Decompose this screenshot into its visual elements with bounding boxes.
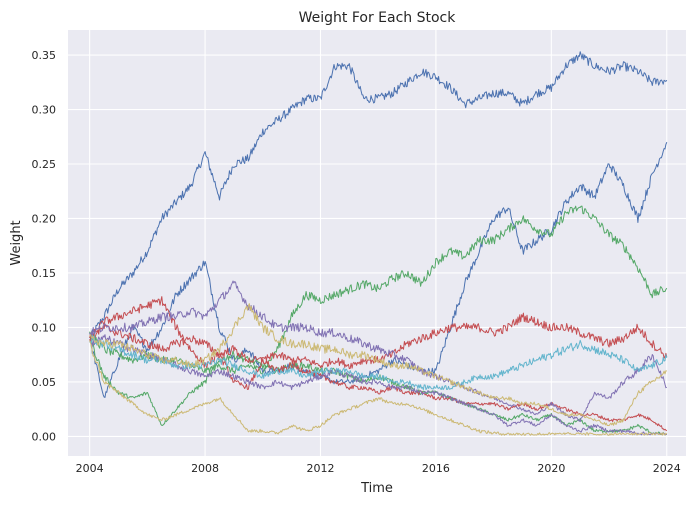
series-line-6 [89,324,668,432]
y-tick-label: 0.10 [32,321,57,334]
y-tick-label: 0.30 [32,104,57,117]
grid [68,30,686,456]
y-tick-label: 0.00 [32,430,57,443]
y-tick-label: 0.05 [32,376,57,389]
series-line-1 [89,51,668,340]
series-lines [89,51,668,436]
x-tick-label: 2004 [76,462,104,475]
y-tick-label: 0.15 [32,267,57,280]
y-tick-label: 0.25 [32,158,57,171]
y-tick-label: 0.20 [32,212,57,225]
x-tick-label: 2012 [306,462,334,475]
series-line-9 [89,334,668,391]
series-line-8 [89,334,668,436]
series-line-10 [89,303,667,427]
x-tick-label: 2008 [191,462,219,475]
x-axis-title: Time [360,481,393,496]
x-tick-label: 2024 [653,462,681,475]
y-tick-label: 0.35 [32,49,57,62]
series-line-11 [89,340,668,436]
chart-title: Weight For Each Stock [299,10,457,26]
x-tick-label: 2020 [537,462,565,475]
ticks: 2004 2008 2012 2016 2020 2024 0.00 0.05 0.10 0.15… [32,49,681,475]
x-tick-label: 2016 [422,462,450,475]
series-line-7 [89,280,667,423]
plot-area [68,30,686,456]
series-line-2 [89,142,668,398]
y-axis-title: Weight [9,220,24,265]
